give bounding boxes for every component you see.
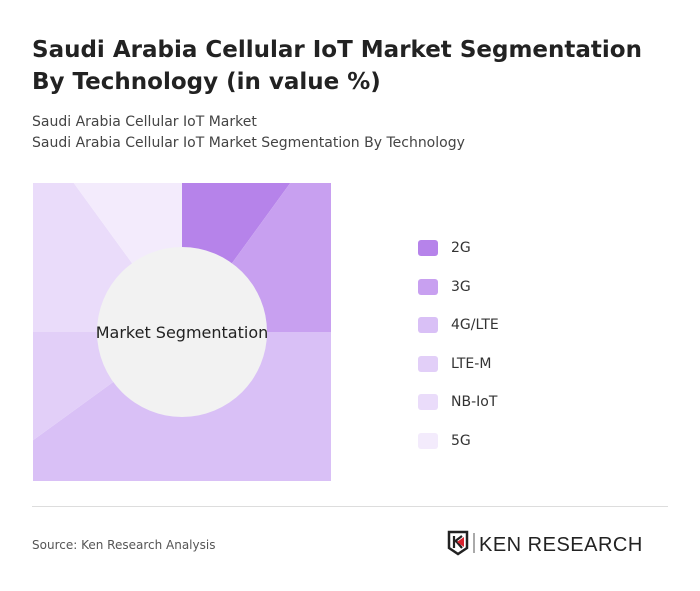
- source-note: Source: Ken Research Analysis: [32, 538, 216, 552]
- center-label: Market Segmentation: [96, 323, 269, 342]
- donut-hole: [97, 247, 267, 417]
- divider: [32, 506, 668, 507]
- legend-item: 5G: [418, 422, 499, 461]
- subtitle-market: Saudi Arabia Cellular IoT Market: [32, 114, 257, 130]
- ken-research-logo: KEN RESEARCH: [447, 530, 643, 556]
- legend-label: 4G/LTE: [451, 317, 499, 334]
- legend-item: 4G/LTE: [418, 306, 499, 345]
- legend-label: LTE-M: [451, 355, 492, 372]
- legend-swatch: [418, 240, 438, 257]
- legend-swatch: [418, 317, 438, 334]
- legend: 2G 3G 4G/LTE LTE-M NB-IoT 5G: [418, 229, 499, 460]
- legend-item: NB-IoT: [418, 383, 499, 422]
- legend-swatch: [418, 278, 438, 295]
- legend-label: NB-IoT: [451, 394, 498, 411]
- legend-label: 5G: [451, 432, 471, 449]
- subtitle-segmentation: Saudi Arabia Cellular IoT Market Segment…: [32, 135, 465, 151]
- legend-swatch: [418, 432, 438, 449]
- legend-swatch: [418, 355, 438, 372]
- legend-swatch: [418, 394, 438, 411]
- legend-item: 3G: [418, 268, 499, 307]
- legend-item: LTE-M: [418, 345, 499, 384]
- slice-lte-m: [33, 332, 182, 441]
- chart-title: Saudi Arabia Cellular IoT Market Segment…: [32, 37, 642, 95]
- legend-label: 2G: [451, 240, 471, 257]
- legend-label: 3G: [451, 278, 471, 295]
- legend-item: 2G: [418, 229, 499, 268]
- svg-text:KEN RESEARCH: KEN RESEARCH: [479, 534, 643, 556]
